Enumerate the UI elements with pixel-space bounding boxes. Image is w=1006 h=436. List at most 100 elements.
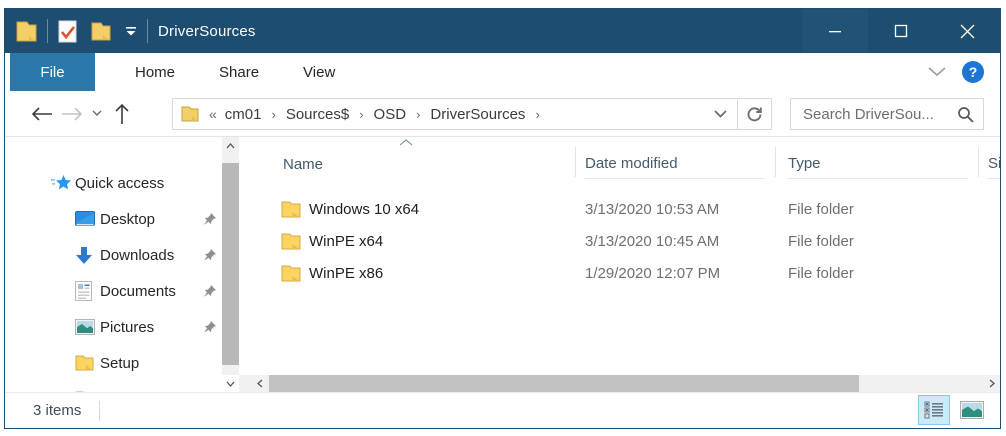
navigation-toolbar: « cm01 › Sources$ › OSD › DriverSources …: [5, 91, 1000, 137]
sidebar-item-label: Desktop: [100, 210, 156, 228]
file-list: Name Date modified Type Size Windows 10 …: [239, 137, 1000, 392]
breadcrumb-separator-icon[interactable]: ›: [271, 106, 276, 122]
breadcrumb-separator-icon[interactable]: ›: [535, 106, 540, 122]
search-icon[interactable]: [957, 106, 983, 123]
folder-icon: [181, 106, 199, 122]
file-row[interactable]: Windows 10 x64 3/13/2020 10:53 AM File f…: [239, 193, 1000, 225]
breadcrumb-separator-icon[interactable]: ›: [359, 106, 364, 122]
column-divider[interactable]: [978, 147, 979, 177]
customize-toolbar-dropdown-icon[interactable]: [125, 26, 137, 36]
folder-icon: [16, 20, 37, 43]
minimize-button[interactable]: [802, 9, 868, 53]
maximize-button[interactable]: [868, 9, 934, 53]
column-header-name[interactable]: Name: [283, 155, 324, 173]
properties-icon[interactable]: [58, 20, 77, 43]
column-divider[interactable]: [575, 147, 576, 177]
scroll-left-icon[interactable]: [251, 375, 268, 392]
tab-file[interactable]: File: [10, 53, 95, 91]
expand-ribbon-chevron-icon[interactable]: [928, 67, 946, 77]
details-view-button[interactable]: [918, 395, 950, 425]
recent-locations-chevron-icon[interactable]: [87, 98, 107, 130]
forward-button[interactable]: [57, 98, 87, 130]
sidebar-item-documents[interactable]: Documents: [5, 273, 222, 309]
folder-icon: [281, 265, 301, 282]
back-button[interactable]: [27, 98, 57, 130]
desktop-icon: [75, 211, 95, 227]
pin-icon: [203, 284, 217, 298]
sidebar-scrollbar[interactable]: [222, 137, 239, 392]
folder-icon: [75, 355, 94, 371]
up-button[interactable]: [107, 98, 137, 130]
sidebar-item-label: Setup: [100, 354, 140, 372]
breadcrumb-item-osd[interactable]: OSD: [373, 105, 407, 123]
titlebar-separator: [147, 19, 148, 43]
titlebar-separator: [47, 19, 48, 43]
sidebar-item-label: Downloads: [100, 246, 175, 264]
refresh-icon[interactable]: [738, 99, 771, 129]
tab-view[interactable]: View: [303, 63, 336, 81]
breadcrumb-item-cm01[interactable]: cm01: [224, 105, 262, 123]
column-headers: Name Date modified Type Size: [239, 137, 1000, 187]
status-bar: 3 items: [5, 392, 1000, 428]
sidebar-item-partial[interactable]: [5, 381, 222, 392]
scroll-down-icon[interactable]: [222, 375, 239, 392]
file-type: File folder: [788, 232, 854, 250]
folder-icon: [281, 201, 301, 218]
breadcrumb-item-driversources[interactable]: DriverSources: [430, 105, 526, 123]
file-row[interactable]: WinPE x86 1/29/2020 12:07 PM File folder: [239, 257, 1000, 289]
address-divider: [737, 99, 738, 129]
search-input[interactable]: Search DriverSou...: [790, 98, 984, 130]
sort-ascending-icon: [399, 139, 413, 146]
tab-home[interactable]: Home: [135, 63, 176, 81]
pin-icon: [203, 248, 217, 262]
documents-icon: [75, 281, 92, 301]
column-header-date-modified[interactable]: Date modified: [585, 149, 765, 179]
file-type: File folder: [788, 200, 854, 218]
scroll-up-icon[interactable]: [222, 137, 239, 154]
sidebar-item-label: Quick access: [75, 174, 165, 192]
file-name[interactable]: Windows 10 x64: [309, 200, 420, 218]
scrollbar-thumb[interactable]: [222, 163, 239, 365]
sidebar-item-downloads[interactable]: Downloads: [5, 237, 222, 273]
new-folder-icon[interactable]: [91, 21, 111, 42]
address-dropdown-chevron-icon[interactable]: [703, 110, 737, 118]
column-header-type[interactable]: Type: [788, 149, 968, 179]
sidebar-item-label: Documents: [100, 282, 176, 300]
column-divider[interactable]: [775, 147, 776, 177]
large-icons-view-button[interactable]: [956, 395, 988, 425]
file-date-modified: 3/13/2020 10:53 AM: [585, 200, 720, 218]
sidebar-item-setup[interactable]: Setup: [5, 345, 222, 381]
status-divider: [99, 400, 101, 421]
address-bar[interactable]: « cm01 › Sources$ › OSD › DriverSources …: [172, 98, 772, 130]
explorer-window: DriverSources File Home Share View ?: [4, 8, 1001, 429]
sidebar-item-pictures[interactable]: Pictures: [5, 309, 222, 345]
ribbon-tabs: File Home Share View ?: [5, 53, 1000, 91]
pin-icon: [203, 212, 217, 226]
file-name[interactable]: WinPE x86: [309, 264, 384, 282]
quick-access-star-icon: [51, 174, 72, 193]
breadcrumb-item-sources[interactable]: Sources$: [285, 105, 350, 123]
titlebar: DriverSources: [5, 9, 1000, 53]
sidebar-item-desktop[interactable]: Desktop: [5, 201, 222, 237]
pin-icon: [203, 320, 217, 334]
breadcrumb-separator-icon[interactable]: ›: [416, 106, 421, 122]
item-count: 3 items: [33, 402, 82, 419]
help-icon[interactable]: ?: [962, 61, 984, 83]
search-placeholder: Search DriverSou...: [803, 105, 934, 123]
close-button[interactable]: [934, 9, 1000, 53]
file-name[interactable]: WinPE x64: [309, 232, 384, 250]
file-type: File folder: [788, 264, 854, 282]
scroll-right-icon[interactable]: [983, 375, 1000, 392]
scrollbar-thumb[interactable]: [269, 375, 859, 392]
pictures-icon: [75, 319, 95, 335]
column-header-size[interactable]: Size: [988, 149, 1000, 179]
sidebar-item-quick-access[interactable]: Quick access: [5, 165, 222, 201]
file-row[interactable]: WinPE x64 3/13/2020 10:45 AM File folder: [239, 225, 1000, 257]
breadcrumb-overflow[interactable]: «: [209, 106, 217, 122]
file-date-modified: 3/13/2020 10:45 AM: [585, 232, 720, 250]
horizontal-scrollbar[interactable]: [239, 375, 1000, 392]
sidebar-item-label: Pictures: [100, 318, 155, 336]
downloads-icon: [75, 246, 93, 265]
window-title: DriverSources: [158, 22, 256, 40]
tab-share[interactable]: Share: [219, 63, 260, 81]
